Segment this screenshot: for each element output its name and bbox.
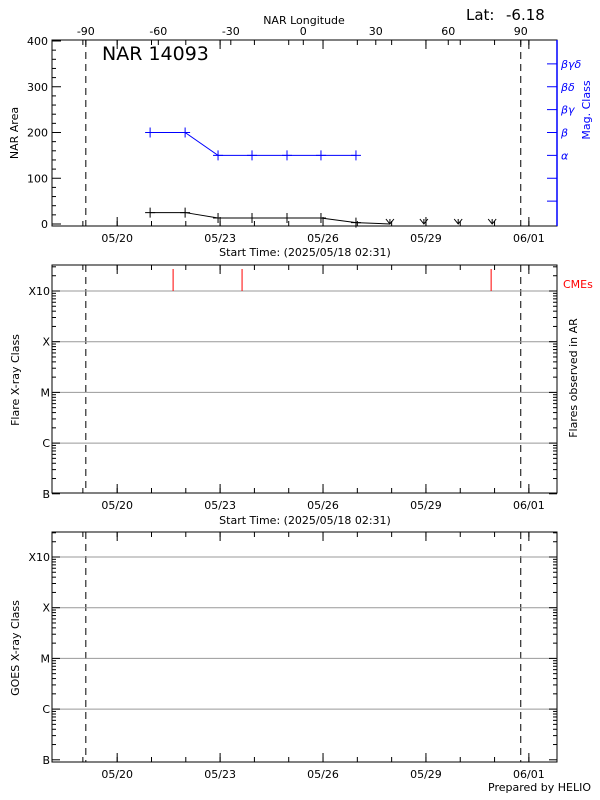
x-tick-label: 05/29 bbox=[410, 768, 442, 781]
mag-class-data-point bbox=[213, 150, 224, 161]
x-tick-label: 05/20 bbox=[101, 499, 133, 512]
x-axis-label-1: Start Time: (2025/05/18 02:31) bbox=[219, 246, 391, 259]
region-title: NAR 14093 bbox=[102, 43, 209, 65]
longitude-tick-label: 60 bbox=[441, 25, 455, 38]
area-upper-limit-marker bbox=[487, 218, 497, 225]
y-tick-label: 300 bbox=[27, 81, 48, 94]
area-data-point bbox=[315, 213, 326, 224]
footer-credit: Prepared by HELIO bbox=[488, 781, 591, 794]
x-tick-label: 05/23 bbox=[204, 232, 236, 245]
longitude-tick-label: -60 bbox=[149, 25, 167, 38]
y-tick-label: M bbox=[41, 386, 51, 399]
y-tick-label: B bbox=[42, 488, 50, 501]
x-tick-label: 05/23 bbox=[204, 499, 236, 512]
y-tick-label: X10 bbox=[28, 285, 50, 298]
y-tick-label: B bbox=[42, 754, 50, 767]
x-tick-label: 05/26 bbox=[307, 768, 339, 781]
longitude-tick-label: 90 bbox=[514, 25, 528, 38]
y-axis-label-goes-class: GOES X-ray Class bbox=[9, 600, 22, 696]
cme-label: CMEs bbox=[563, 278, 593, 291]
mag-class-tick-label: βδ bbox=[560, 81, 575, 94]
x-tick-label: 05/20 bbox=[101, 768, 133, 781]
y-tick-label: M bbox=[41, 652, 51, 665]
longitude-tick-label: 0 bbox=[300, 25, 307, 38]
mag-class-series-line bbox=[150, 132, 356, 156]
mag-class-tick-label: α bbox=[561, 149, 569, 162]
mag-class-data-point bbox=[145, 127, 156, 138]
plot-frame-area bbox=[51, 39, 558, 227]
mag-class-tick-label: βγ bbox=[560, 104, 575, 117]
mag-class-data-point bbox=[180, 127, 191, 138]
area-upper-limit-marker bbox=[453, 218, 463, 225]
y-axis-label-flare-class: Flare X-ray Class bbox=[9, 334, 22, 426]
mag-class-data-point bbox=[350, 150, 361, 161]
x-tick-label: 05/26 bbox=[307, 232, 339, 245]
y-axis-label-area: NAR Area bbox=[8, 107, 21, 159]
top-x-axis-label: NAR Longitude bbox=[263, 14, 345, 27]
y2-axis-label-flares: Flares observed in AR bbox=[567, 318, 580, 438]
x-tick-label: 05/29 bbox=[410, 499, 442, 512]
x-tick-label: 06/01 bbox=[513, 768, 545, 781]
longitude-tick-label: -90 bbox=[77, 25, 95, 38]
y-tick-label: 0 bbox=[41, 218, 48, 231]
y2-axis-label-mag-class: Mag. Class bbox=[580, 80, 593, 139]
area-data-point bbox=[282, 213, 293, 224]
y-tick-label: 200 bbox=[27, 127, 48, 140]
x-tick-label: 06/01 bbox=[513, 232, 545, 245]
area-data-point bbox=[213, 213, 224, 224]
y-tick-label: 400 bbox=[27, 35, 48, 48]
x-tick-label: 05/23 bbox=[204, 768, 236, 781]
longitude-tick-label: -30 bbox=[222, 25, 240, 38]
y-tick-label: C bbox=[42, 437, 50, 450]
area-data-point bbox=[180, 207, 191, 218]
mag-class-data-point bbox=[282, 150, 293, 161]
x-tick-label: 06/01 bbox=[513, 499, 545, 512]
area-upper-limit-marker bbox=[419, 218, 429, 225]
mag-class-data-point bbox=[315, 150, 326, 161]
x-tick-label: 05/29 bbox=[410, 232, 442, 245]
x-tick-label: 05/20 bbox=[101, 232, 133, 245]
latitude-value: -6.18 bbox=[506, 6, 545, 24]
y-tick-label: X bbox=[42, 602, 50, 615]
plot-frame-class bbox=[51, 531, 558, 763]
latitude-label: Lat: bbox=[466, 6, 494, 24]
x-tick-label: 05/26 bbox=[307, 499, 339, 512]
y-tick-label: 100 bbox=[27, 172, 48, 185]
plot-frame-class bbox=[51, 264, 558, 494]
mag-class-tick-label: βγδ bbox=[560, 58, 582, 71]
mag-class-tick-label: β bbox=[560, 127, 568, 140]
y-tick-label: X10 bbox=[28, 551, 50, 564]
area-data-point bbox=[145, 207, 156, 218]
x-axis-label-2: Start Time: (2025/05/18 02:31) bbox=[219, 514, 391, 527]
longitude-tick-label: 30 bbox=[369, 25, 383, 38]
mag-class-data-point bbox=[247, 150, 258, 161]
area-upper-limit-marker bbox=[385, 218, 395, 225]
y-tick-label: C bbox=[42, 703, 50, 716]
area-data-point bbox=[247, 213, 258, 224]
area-series-line bbox=[355, 222, 390, 225]
y-tick-label: X bbox=[42, 336, 50, 349]
